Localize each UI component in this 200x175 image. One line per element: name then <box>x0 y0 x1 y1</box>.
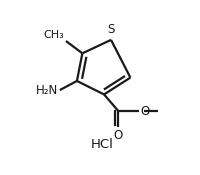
Text: HCl: HCl <box>91 138 114 151</box>
Text: CH₃: CH₃ <box>44 30 64 40</box>
Text: O: O <box>114 129 123 142</box>
Text: O: O <box>140 105 149 118</box>
Text: H₂N: H₂N <box>36 84 58 97</box>
Text: S: S <box>107 23 115 37</box>
